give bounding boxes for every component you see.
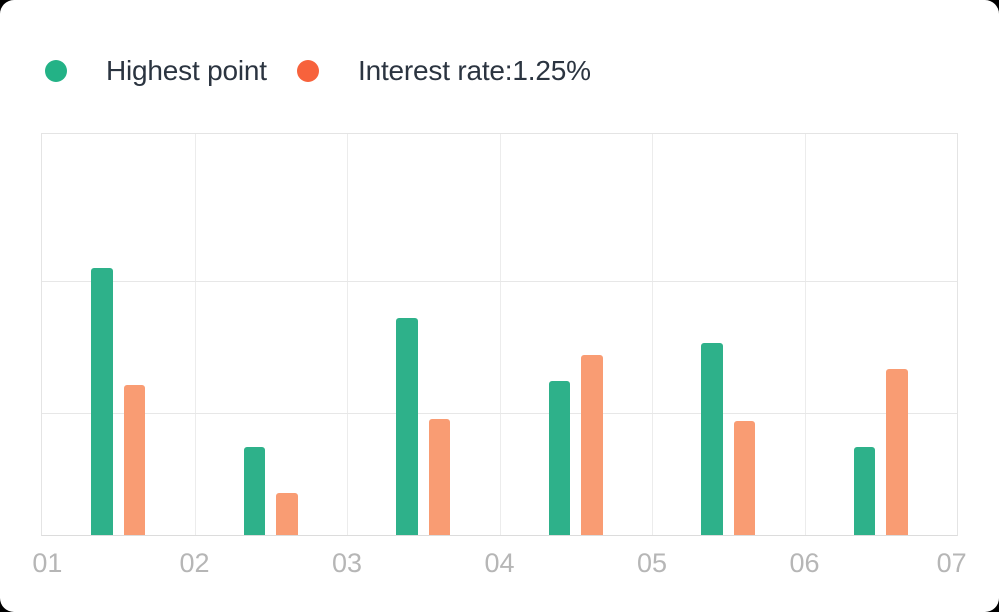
vertical-gridline (347, 134, 348, 535)
vertical-gridline (652, 134, 653, 535)
bar-interest-rate-03[interactable] (428, 418, 451, 535)
legend-dot-icon (297, 60, 319, 82)
x-axis-label-01: 01 (32, 548, 63, 578)
bar-highest-point-05[interactable] (701, 342, 723, 535)
bar-chart-plot-area (41, 133, 958, 536)
chart-legend: Highest point Interest rate:1.25% (0, 55, 999, 86)
vertical-gridline (499, 134, 501, 535)
bar-highest-point-03[interactable] (396, 318, 418, 535)
bar-interest-rate-04[interactable] (581, 354, 603, 535)
legend-dot-icon (45, 60, 67, 82)
x-axis-label-07: 07 (936, 548, 967, 578)
x-axis-labels: 01 02 03 04 05 06 07 (32, 548, 966, 578)
bar-interest-rate-02[interactable] (276, 492, 298, 535)
x-axis-label-06: 06 (789, 548, 820, 578)
bar-interest-rate-06[interactable] (886, 368, 908, 535)
vertical-gridline (804, 134, 806, 535)
bar-highest-point-06[interactable] (853, 446, 876, 535)
bar-interest-rate-05[interactable] (733, 420, 756, 535)
legend-label-highest-point: Highest point (106, 55, 267, 86)
horizontal-gridline (42, 281, 957, 283)
x-axis-label-03: 03 (331, 548, 363, 578)
bar-highest-point-02[interactable] (243, 446, 266, 535)
horizontal-gridline (42, 412, 957, 414)
x-axis-label-02: 02 (179, 548, 210, 578)
vertical-gridline (194, 134, 196, 535)
bar-highest-point-04[interactable] (548, 380, 571, 535)
x-axis-label-05: 05 (636, 548, 668, 578)
bar-highest-point-01[interactable] (91, 268, 113, 535)
legend-item-highest-point[interactable]: Highest point (45, 55, 267, 86)
legend-label-interest-rate: Interest rate:1.25% (358, 55, 591, 86)
legend-item-interest-rate[interactable]: Interest rate:1.25% (297, 55, 591, 86)
bar-interest-rate-01[interactable] (123, 384, 146, 535)
x-axis-label-04: 04 (484, 548, 515, 578)
